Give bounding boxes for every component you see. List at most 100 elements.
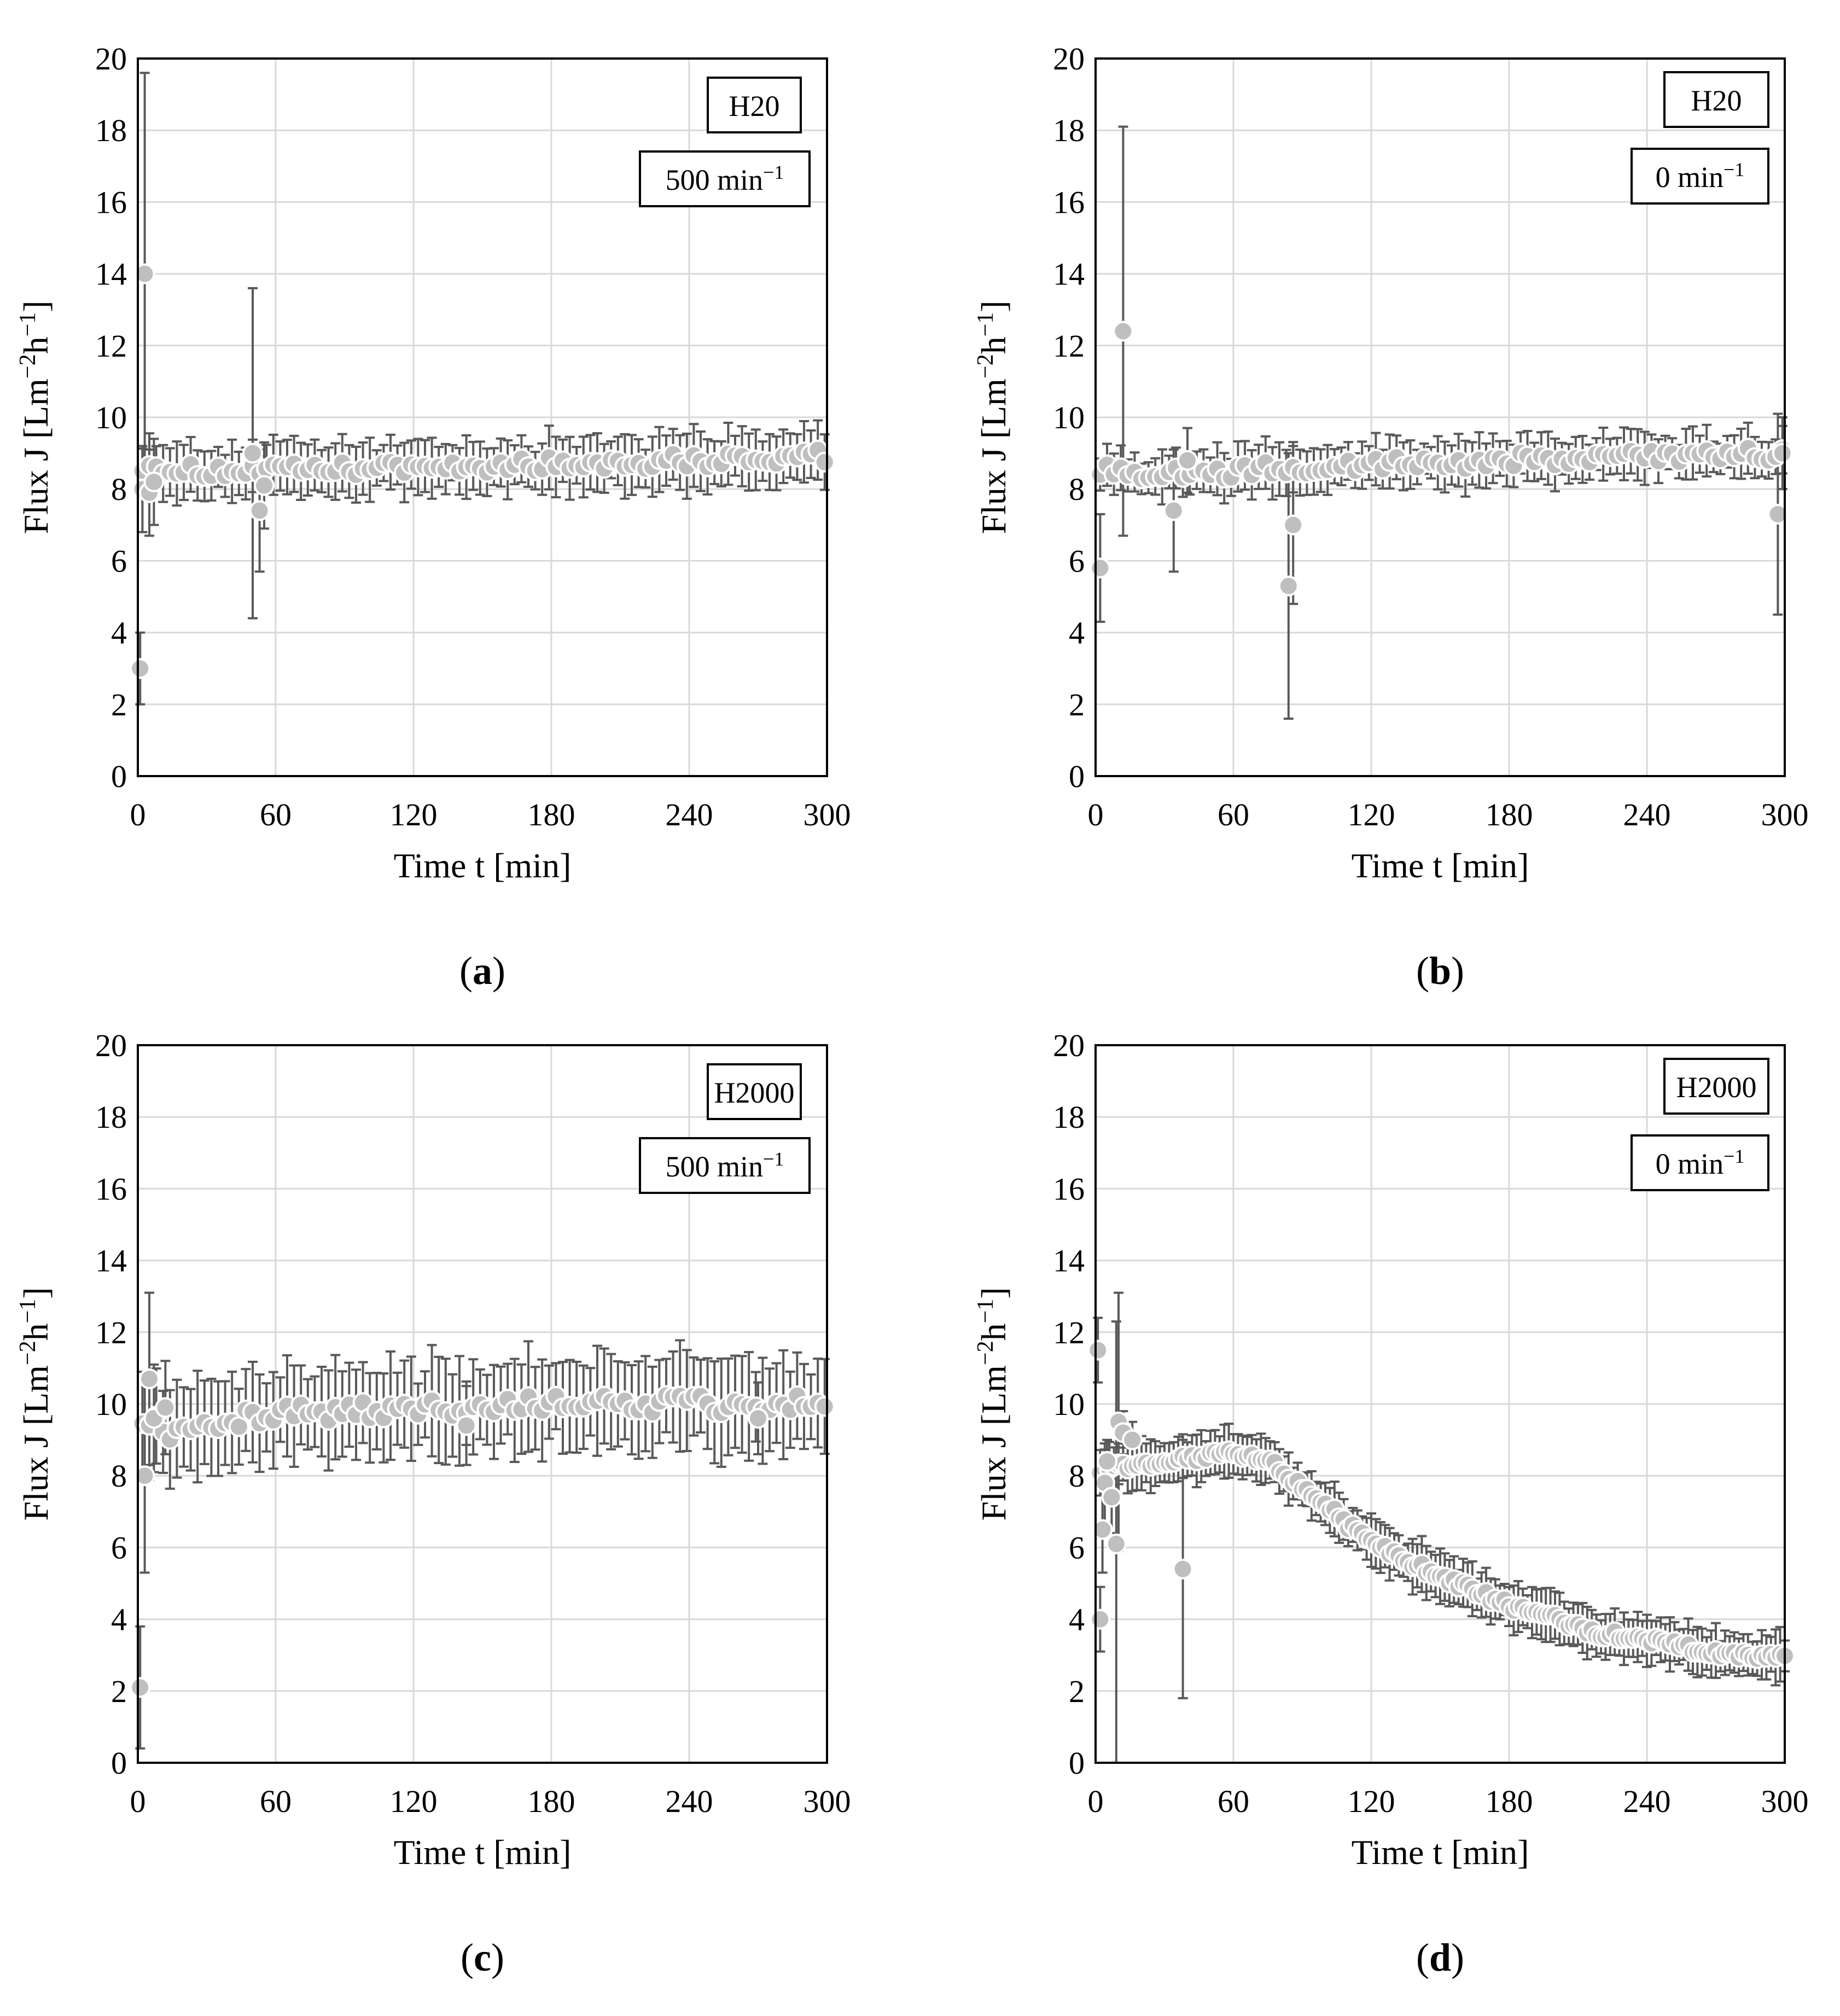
speed-box-sup: −1 xyxy=(1723,1145,1744,1167)
y-tick-label: 20 xyxy=(1053,1028,1085,1063)
plot-frame xyxy=(137,1044,828,1764)
panel-c: 0 60 120 180 240 300 0 2 4 6 8 10 12 14 16 18 20 Time t … xyxy=(15,1028,851,1979)
y-axis-label-end: ] xyxy=(974,1287,1013,1298)
y-axis-label-sup1: −2 xyxy=(15,1341,40,1365)
data-point xyxy=(130,1677,151,1698)
x-tick-label: 180 xyxy=(1486,1784,1533,1819)
data-point xyxy=(139,1368,160,1390)
panel-label: (b) xyxy=(1416,949,1464,993)
svg-text:0 min−1: 0 min−1 xyxy=(1656,1145,1745,1180)
x-tick-label: 0 xyxy=(1088,797,1104,832)
svg-text:500 min−1: 500 min−1 xyxy=(666,161,784,196)
y-tick-label: 4 xyxy=(111,615,127,651)
y-tick-label: 10 xyxy=(95,1386,127,1422)
data-point xyxy=(814,451,835,473)
label-box-text: H20 xyxy=(729,90,780,123)
speed-box-sup: −1 xyxy=(1723,159,1744,180)
y-tick-label: 10 xyxy=(1053,400,1085,435)
data-point xyxy=(1283,514,1304,535)
marker-layer xyxy=(130,1368,835,1698)
x-tick-label: 300 xyxy=(803,797,851,832)
y-axis-label-base: Flux J [Lm xyxy=(16,378,55,534)
y-axis-label-end: ] xyxy=(16,300,55,312)
y-tick-label: 2 xyxy=(1069,687,1085,723)
speed-box: 0 min−1 xyxy=(1631,148,1769,205)
data-point xyxy=(1090,557,1111,579)
x-tick-label: 60 xyxy=(260,1784,292,1819)
y-tick-label: 18 xyxy=(95,1099,127,1135)
x-tick-label: 60 xyxy=(1218,1784,1249,1819)
y-tick-label: 16 xyxy=(95,1171,127,1207)
y-tick-label: 2 xyxy=(111,1674,127,1709)
y-axis-label: Flux J [Lm−2h−1] xyxy=(973,300,1013,534)
plot-frame xyxy=(137,57,828,777)
svg-text:500 min−1: 500 min−1 xyxy=(666,1148,784,1183)
x-tick-label: 120 xyxy=(390,1784,438,1819)
y-tick-label: 18 xyxy=(95,113,127,148)
y-tick-label: 12 xyxy=(1053,328,1085,364)
y-tick-label: 0 xyxy=(111,1745,127,1781)
data-point xyxy=(1278,575,1299,597)
data-point xyxy=(1163,500,1184,521)
data-point xyxy=(748,1408,768,1429)
y-axis-label: Flux J [Lm−2h−1] xyxy=(15,300,55,534)
grid-layer xyxy=(137,57,828,777)
y-tick-label: 20 xyxy=(1053,41,1085,77)
label-box: H20 xyxy=(707,77,802,133)
y-axis-label-mid: h xyxy=(16,336,55,354)
y-axis-label-sup2: −1 xyxy=(15,312,40,337)
speed-box: 500 min−1 xyxy=(639,150,811,207)
x-tick-label: 300 xyxy=(1761,797,1809,832)
y-tick-label: 4 xyxy=(1069,615,1085,651)
y-tick-label: 8 xyxy=(1069,1458,1085,1494)
data-point xyxy=(254,475,275,496)
plot-frame xyxy=(1094,57,1786,777)
label-box-text: H20 xyxy=(1691,84,1742,117)
label-box: H20 xyxy=(1663,71,1769,128)
y-axis-label-sup1: −2 xyxy=(15,354,40,378)
tick-label-layer: 0 60 120 180 240 300 0 2 4 6 8 10 12 14 16 18 20 xyxy=(95,41,851,832)
x-tick-label: 0 xyxy=(130,1784,146,1819)
y-tick-label: 6 xyxy=(1069,543,1085,579)
y-tick-label: 14 xyxy=(1053,257,1085,292)
y-tick-label: 2 xyxy=(1069,1674,1085,1709)
data-point xyxy=(1122,1429,1143,1450)
x-axis-label: Time t [min] xyxy=(394,1833,572,1872)
y-tick-label: 8 xyxy=(111,471,127,507)
y-axis-label: Flux J [Lm−2h−1] xyxy=(973,1287,1013,1520)
data-point xyxy=(1772,442,1793,464)
y-tick-label: 4 xyxy=(1069,1602,1085,1638)
y-tick-label: 6 xyxy=(111,1530,127,1565)
y-tick-label: 0 xyxy=(1069,1745,1085,1781)
speed-box-text: 500 min xyxy=(666,1150,764,1183)
x-tick-label: 120 xyxy=(1348,1784,1395,1819)
x-axis-label: Time t [min] xyxy=(1352,1833,1529,1872)
x-tick-label: 240 xyxy=(1623,797,1671,832)
speed-box-text: 0 min xyxy=(1656,161,1724,194)
y-axis-label-base: Flux J [Lm xyxy=(974,378,1013,534)
label-box: H2000 xyxy=(707,1063,802,1120)
y-tick-label: 8 xyxy=(111,1458,127,1494)
panel-label: (d) xyxy=(1416,1936,1464,1979)
panel-d: 0 60 120 180 240 300 0 2 4 6 8 10 12 14 16 18 20 Time t … xyxy=(973,1028,1809,1979)
panel-a: 0 60 120 180 240 300 0 2 4 6 8 10 12 14 16 18 20 Time t … xyxy=(15,41,851,993)
speed-box-sup: −1 xyxy=(763,1148,784,1170)
data-point xyxy=(155,1397,176,1418)
x-axis-label: Time t [min] xyxy=(394,846,572,885)
marker-layer xyxy=(1090,321,1793,597)
y-axis-label-sup2: −1 xyxy=(973,312,998,337)
data-point xyxy=(1113,321,1134,342)
data-point xyxy=(456,1415,477,1436)
y-tick-label: 10 xyxy=(1053,1386,1085,1422)
y-axis-label-base: Flux J [Lm xyxy=(16,1365,55,1520)
y-tick-label: 0 xyxy=(111,759,127,794)
panel-label: (a) xyxy=(459,949,505,993)
y-tick-label: 14 xyxy=(95,1243,127,1279)
y-tick-label: 0 xyxy=(1069,759,1085,794)
y-axis-label-end: ] xyxy=(16,1287,55,1298)
y-axis-label-base: Flux J [Lm xyxy=(974,1365,1013,1520)
y-axis-label-sup2: −1 xyxy=(15,1299,40,1324)
data-point xyxy=(814,1396,835,1417)
x-axis-label: Time t [min] xyxy=(1352,846,1529,885)
